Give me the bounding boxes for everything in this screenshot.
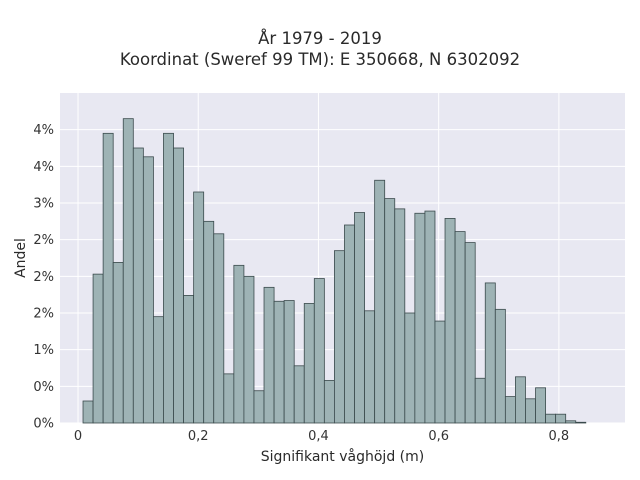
histogram-bar: [374, 179, 386, 424]
x-axis-ticks: 0 0,2 0,4 0,6 0,8: [74, 429, 569, 444]
histogram-bar: [504, 396, 516, 424]
x-tick-label: 0,2: [188, 429, 209, 444]
y-tick-label: 4%: [33, 160, 54, 175]
histogram-bar: [203, 220, 215, 424]
histogram-bar: [273, 300, 285, 424]
y-tick-label: 1%: [33, 343, 54, 358]
histogram-bar: [173, 147, 184, 424]
histogram-bar: [92, 273, 104, 424]
bars: [82, 118, 587, 424]
histogram-bar: [515, 376, 526, 424]
y-tick-label: 0%: [33, 380, 54, 395]
x-tick-label: 0: [74, 429, 82, 444]
histogram-bar: [142, 156, 154, 424]
histogram-bar: [394, 208, 406, 424]
histogram-bar: [102, 132, 114, 424]
histogram-bar: [484, 282, 496, 424]
histogram-bar: [283, 300, 295, 424]
histogram-bar: [122, 118, 134, 424]
histogram-bar: [545, 413, 557, 424]
histogram-bar: [253, 390, 265, 424]
histogram-bar: [464, 242, 476, 424]
histogram-bar: [193, 191, 205, 424]
x-axis-label: Signifikant våghöjd (m): [261, 448, 424, 465]
y-tick-label: 4%: [33, 123, 54, 138]
histogram-bar: [494, 308, 506, 424]
histogram-bar: [565, 420, 577, 424]
histogram-bar: [323, 380, 335, 424]
histogram-bar: [334, 250, 345, 424]
histogram-bar: [183, 294, 195, 424]
histogram-bar: [112, 261, 124, 424]
histogram-bar: [313, 278, 325, 424]
x-tick-label: 0,4: [308, 429, 329, 444]
y-tick-label: 0%: [33, 417, 54, 432]
histogram-bar: [434, 320, 446, 424]
histogram-bar: [303, 303, 315, 424]
histogram-bar: [344, 224, 355, 424]
histogram-bar: [384, 198, 396, 424]
histogram-bar: [132, 147, 144, 424]
y-tick-label: 2%: [33, 307, 54, 322]
histogram-bar: [525, 398, 536, 424]
x-tick-label: 0,8: [549, 429, 570, 444]
histogram-bar: [474, 377, 486, 424]
histogram-bar: [213, 233, 225, 424]
histogram-bar: [424, 210, 436, 424]
y-tick-label: 3%: [33, 197, 54, 212]
histogram-bar: [153, 316, 164, 424]
histogram-bar: [163, 132, 174, 424]
histogram-bar: [444, 217, 456, 424]
histogram-bar: [555, 413, 567, 424]
x-tick-label: 0,6: [428, 429, 449, 444]
y-tick-label: 2%: [33, 233, 54, 248]
histogram-bar: [293, 365, 305, 424]
y-axis-ticks: 0% 0% 1% 2% 2% 2% 3% 4% 4%: [33, 123, 54, 431]
histogram-bar: [354, 212, 365, 424]
histogram-bar: [404, 312, 416, 424]
histogram-bar: [233, 264, 245, 424]
histogram-bar: [414, 212, 426, 424]
histogram-bar: [364, 310, 376, 424]
histogram-bar: [223, 373, 235, 424]
histogram-bar: [535, 387, 546, 424]
histogram-bar: [454, 231, 466, 424]
histogram-bar: [82, 400, 94, 424]
chart-subtitle: Koordinat (Sweref 99 TM): E 350668, N 63…: [119, 50, 521, 69]
histogram-bar: [575, 421, 587, 424]
y-tick-label: 2%: [33, 270, 54, 285]
y-axis-label: Andel: [13, 238, 29, 278]
histogram-bar: [243, 275, 255, 424]
chart-title: År 1979 - 2019: [258, 29, 382, 48]
histogram-bar: [263, 286, 275, 424]
